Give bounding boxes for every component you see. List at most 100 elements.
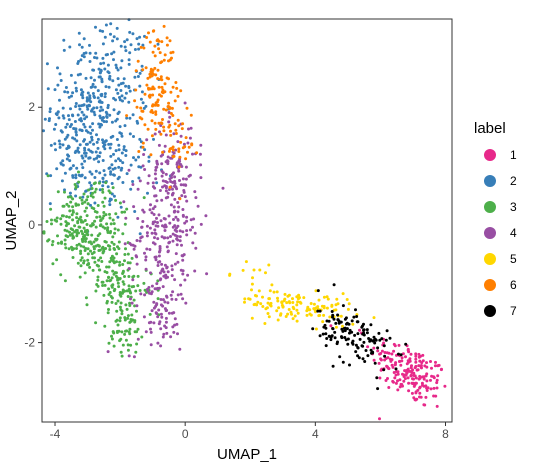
point-label-4 [145, 224, 149, 228]
point-label-3 [98, 232, 102, 236]
point-label-7 [356, 346, 360, 349]
point-label-2 [128, 89, 132, 93]
point-label-7 [321, 332, 325, 336]
point-label-3 [133, 320, 137, 324]
point-label-2 [112, 35, 116, 39]
point-label-1 [387, 386, 391, 389]
point-label-6 [183, 145, 187, 149]
point-label-2 [122, 145, 126, 149]
point-label-3 [120, 330, 124, 334]
point-label-2 [99, 62, 103, 66]
point-label-4 [154, 177, 158, 181]
point-label-4 [183, 221, 187, 225]
point-label-6 [134, 88, 138, 92]
point-label-4 [153, 231, 157, 235]
point-label-7 [318, 334, 322, 338]
point-label-7 [334, 321, 338, 325]
point-label-6 [150, 71, 154, 75]
point-label-2 [98, 151, 102, 155]
point-label-2 [68, 125, 72, 129]
point-label-4 [140, 235, 144, 239]
point-label-4 [145, 231, 149, 235]
point-label-1 [425, 372, 429, 376]
point-label-1 [392, 349, 396, 353]
point-label-4 [182, 190, 186, 194]
point-label-3 [107, 265, 111, 269]
point-label-6 [180, 127, 184, 131]
point-label-6 [177, 124, 181, 128]
point-label-5 [322, 304, 326, 308]
point-label-4 [185, 233, 189, 237]
point-label-4 [141, 220, 145, 223]
point-label-4 [165, 294, 168, 298]
point-label-2 [49, 143, 53, 147]
point-label-4 [162, 332, 166, 336]
point-label-1 [399, 363, 403, 367]
point-label-4 [154, 168, 158, 172]
point-label-2 [62, 38, 66, 42]
point-label-2 [111, 39, 115, 43]
point-label-4 [173, 197, 177, 201]
point-label-5 [258, 268, 262, 272]
point-label-2 [124, 91, 128, 95]
point-label-3 [115, 252, 119, 256]
point-label-7 [351, 339, 355, 343]
point-label-7 [377, 331, 381, 335]
point-label-3 [143, 288, 147, 292]
point-label-3 [86, 195, 90, 199]
point-label-7 [324, 332, 328, 336]
point-label-2 [119, 132, 123, 136]
point-label-3 [91, 195, 95, 199]
legend-label: 3 [510, 200, 517, 214]
point-label-2 [91, 122, 95, 126]
point-label-3 [129, 343, 133, 347]
point-label-1 [421, 353, 425, 357]
point-label-4 [175, 229, 179, 233]
point-label-4 [193, 231, 197, 235]
point-label-3 [102, 293, 106, 297]
point-label-1 [389, 359, 393, 363]
point-label-6 [125, 114, 129, 118]
point-label-3 [84, 296, 88, 300]
point-label-2 [108, 77, 112, 81]
point-label-2 [88, 140, 92, 144]
point-label-4 [155, 302, 159, 306]
point-label-7 [362, 340, 366, 344]
legend-label: 4 [510, 226, 517, 240]
point-label-3 [85, 206, 88, 210]
point-label-3 [80, 202, 84, 205]
point-label-1 [329, 324, 333, 328]
point-label-2 [80, 54, 84, 58]
point-label-4 [144, 255, 148, 259]
point-label-4 [163, 300, 167, 304]
point-label-3 [119, 350, 123, 354]
point-label-2 [119, 89, 123, 92]
point-label-2 [104, 53, 108, 57]
point-label-1 [414, 381, 418, 385]
point-label-3 [86, 233, 90, 237]
point-label-3 [102, 214, 106, 218]
point-label-3 [55, 216, 59, 220]
point-label-2 [75, 139, 79, 143]
point-label-4 [158, 189, 162, 192]
point-label-1 [422, 384, 426, 388]
point-label-5 [250, 288, 253, 292]
point-label-4 [173, 262, 177, 266]
point-label-2 [93, 113, 97, 117]
point-label-2 [111, 167, 115, 171]
point-label-2 [65, 135, 69, 139]
point-label-3 [110, 337, 114, 341]
point-label-4 [176, 201, 180, 204]
point-label-1 [403, 377, 407, 381]
point-label-6 [149, 153, 153, 157]
point-label-3 [118, 305, 122, 309]
point-label-2 [114, 149, 118, 153]
point-label-7 [376, 387, 380, 391]
point-label-3 [60, 241, 63, 245]
point-label-4 [172, 151, 176, 155]
point-label-2 [62, 48, 66, 52]
point-label-3 [71, 256, 75, 259]
point-label-3 [82, 226, 86, 230]
point-label-3 [105, 301, 109, 305]
point-label-2 [90, 138, 94, 142]
